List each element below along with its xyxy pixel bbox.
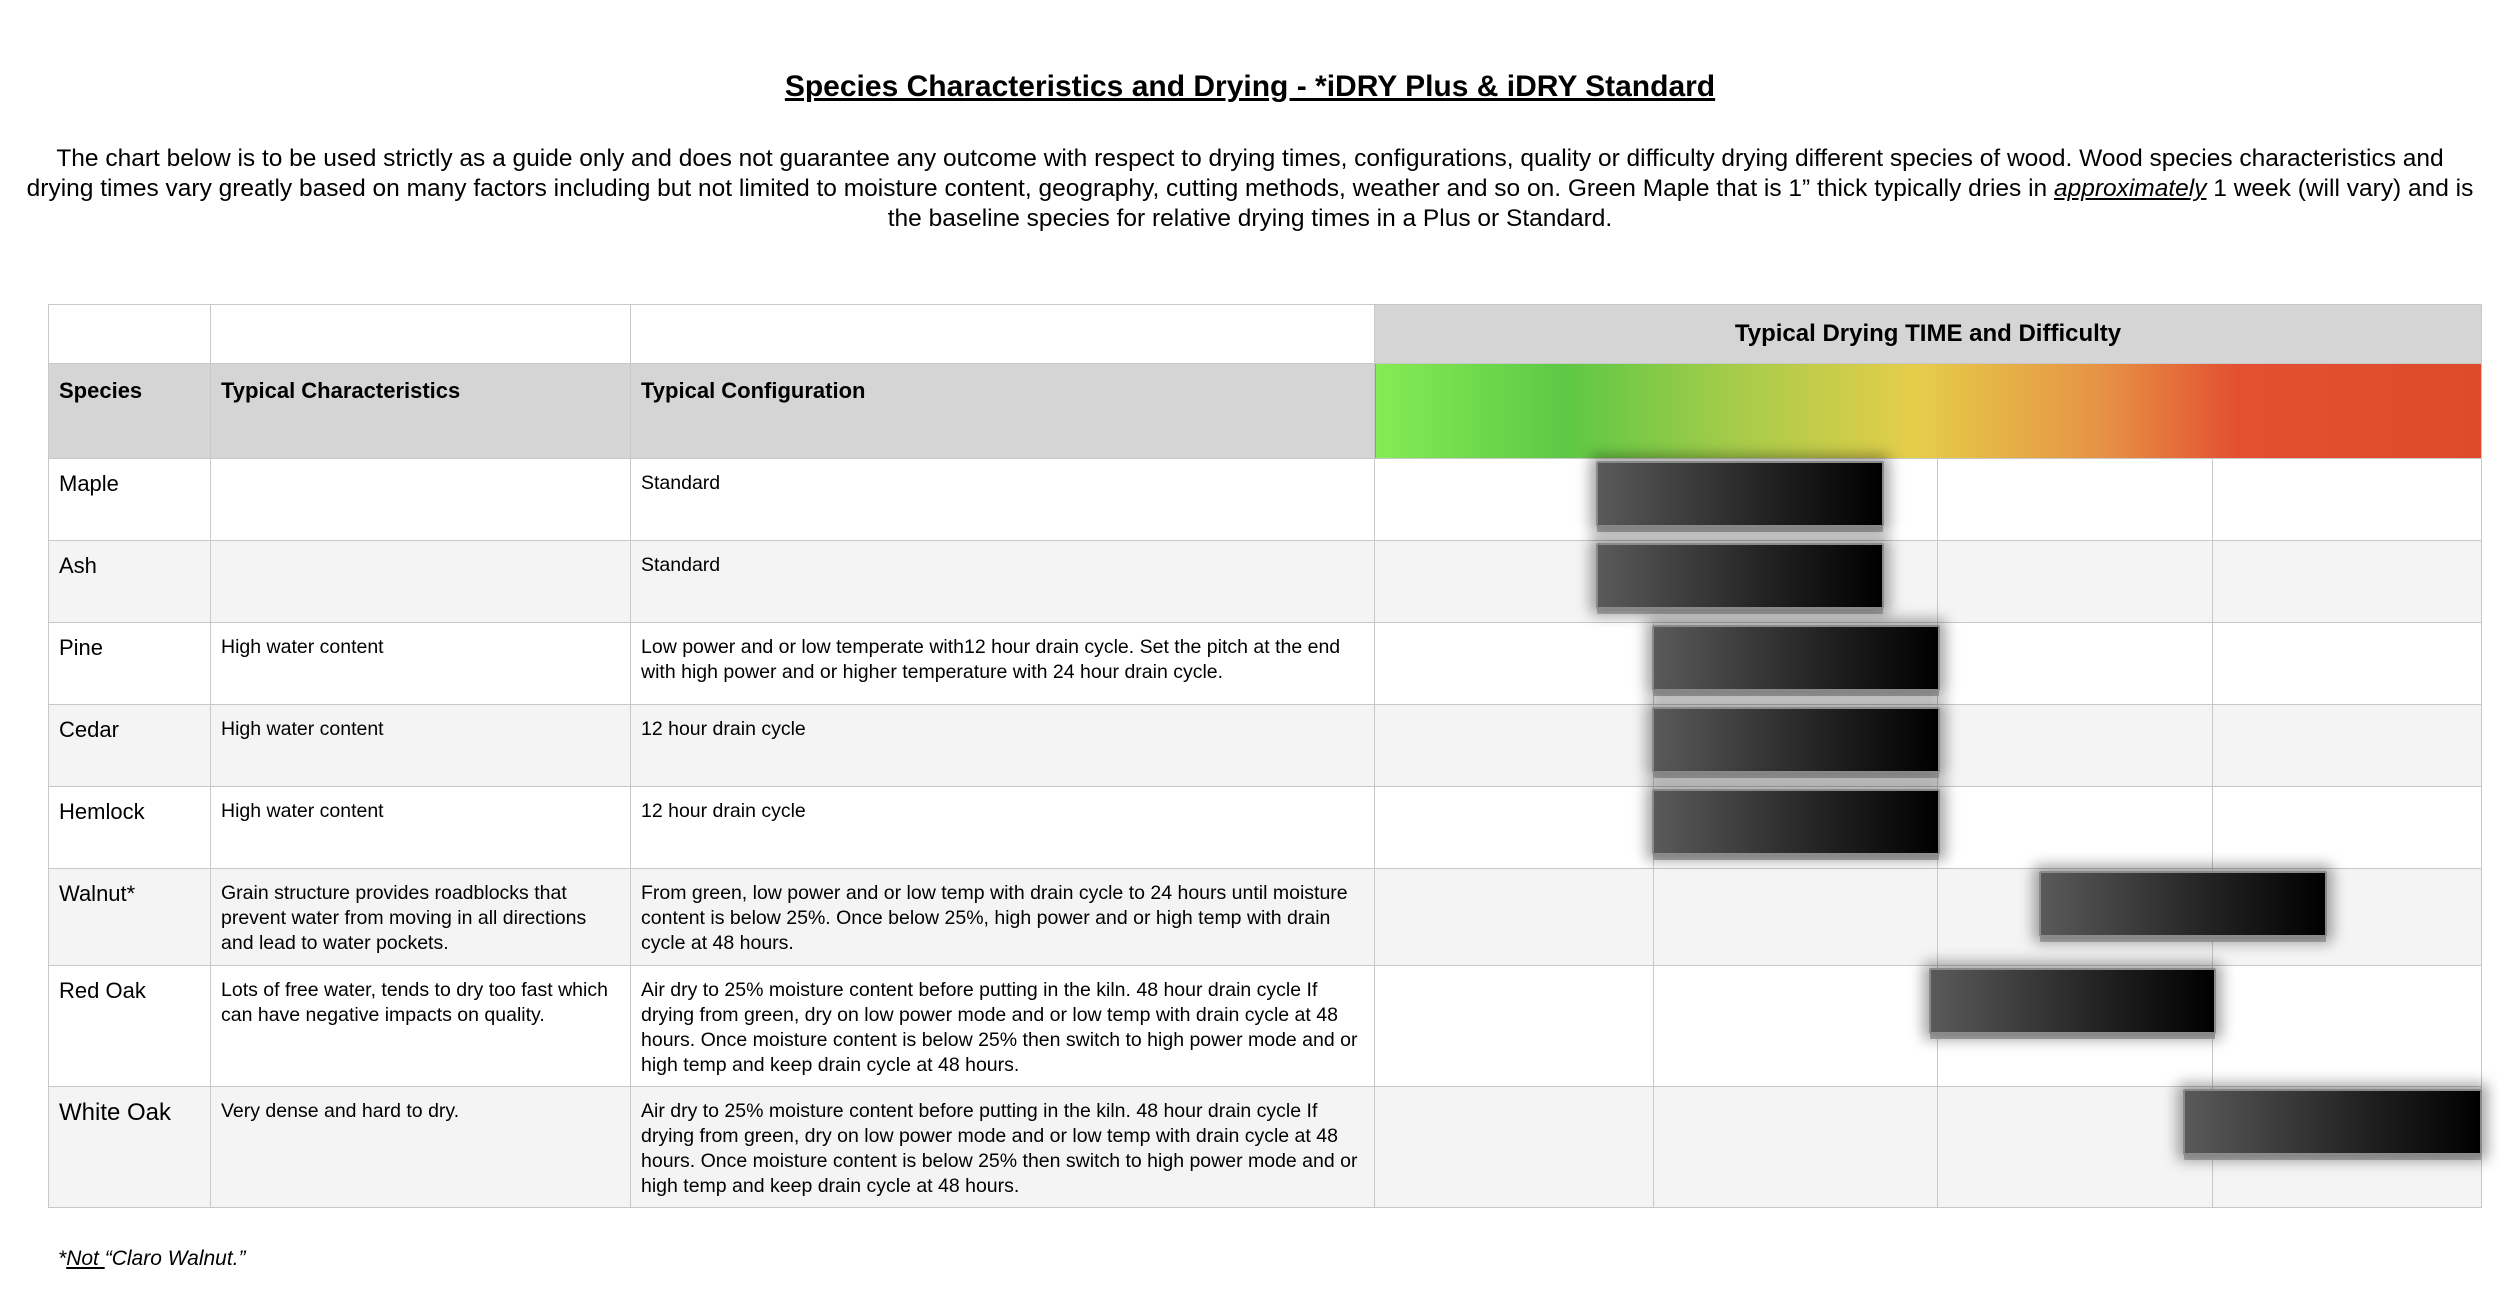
configuration-cell: Standard <box>630 540 1375 623</box>
header-row-columns: Species Typical Characteristics Typical … <box>48 363 2482 459</box>
characteristics-cell <box>210 458 631 541</box>
footnote-star: * <box>58 1247 67 1270</box>
characteristics-column-label: Typical Characteristics <box>221 378 461 403</box>
drying-gridline <box>2212 459 2214 540</box>
drying-time-cell <box>1374 458 2482 541</box>
drying-time-bar <box>1651 625 1940 691</box>
species-cell: Walnut* <box>48 868 211 966</box>
table-row: Pine High water content Low power and or l… <box>48 622 2482 705</box>
drying-time-cell <box>1374 540 2482 623</box>
intro-text-before: The chart below is to be used strictly a… <box>26 145 2444 202</box>
species-cell: Ash <box>48 540 211 623</box>
drying-time-bar <box>2183 1089 2482 1155</box>
table-row: Ash Standard <box>48 540 2482 623</box>
configuration-column-label: Typical Configuration <box>641 378 866 403</box>
characteristics-cell: Very dense and hard to dry. <box>210 1086 631 1208</box>
drying-gridline <box>1936 459 1938 540</box>
table-row: Red Oak Lots of free water, tends to dry … <box>48 965 2482 1087</box>
drying-time-cell <box>1374 786 2482 869</box>
species-column-label: Species <box>59 378 143 403</box>
intro-emphasis: approximately <box>2053 175 2207 202</box>
drying-time-bar <box>1651 789 1940 855</box>
characteristics-cell: High water content <box>210 622 631 705</box>
characteristics-cell: High water content <box>210 704 631 787</box>
configuration-cell: Air dry to 25% moisture content before p… <box>630 1086 1375 1208</box>
species-cell: White Oak <box>48 1086 211 1208</box>
table-row: Hemlock High water content 12 hour drain c… <box>48 786 2482 869</box>
page-title: Species Characteristics and Drying - *iD… <box>784 70 1716 103</box>
configuration-cell: Air dry to 25% moisture content before p… <box>630 965 1375 1087</box>
species-cell: Cedar <box>48 704 211 787</box>
header-row-top: Typical Drying TIME and Difficulty <box>48 304 2482 364</box>
drying-time-bar <box>1596 461 1885 527</box>
drying-gridline <box>1936 869 1938 965</box>
table-row: Walnut* Grain structure provides roadbloc… <box>48 868 2482 966</box>
characteristics-cell: High water content <box>210 786 631 869</box>
drying-time-bar <box>2039 871 2327 937</box>
species-drying-table: Typical Drying TIME and Difficulty Speci… <box>48 304 2482 1208</box>
header-blank-cell <box>210 304 631 364</box>
configuration-cell: Standard <box>630 458 1375 541</box>
table-row: Maple Standard <box>48 458 2482 541</box>
drying-gridline <box>1936 541 1938 622</box>
table-row: White Oak Very dense and hard to dry. Air … <box>48 1086 2482 1208</box>
characteristics-cell <box>210 540 631 623</box>
difficulty-gradient-bar <box>1374 363 2482 459</box>
configuration-cell: 12 hour drain cycle <box>630 704 1375 787</box>
drying-gridline <box>1652 1087 1654 1207</box>
characteristics-cell: Lots of free water, tends to dry too fas… <box>210 965 631 1087</box>
drying-gridline <box>2212 623 2214 704</box>
drying-time-bar <box>1651 707 1940 773</box>
drying-gridline <box>2212 705 2214 786</box>
species-cell: Red Oak <box>48 965 211 1087</box>
configuration-cell: 12 hour drain cycle <box>630 786 1375 869</box>
drying-gridline <box>2212 787 2214 868</box>
configuration-cell: From green, low power and or low temp wi… <box>630 868 1375 966</box>
species-cell: Maple <box>48 458 211 541</box>
drying-time-cell <box>1374 704 2482 787</box>
drying-time-cell <box>1374 965 2482 1087</box>
species-cell: Pine <box>48 622 211 705</box>
drying-gridline <box>1936 1087 1938 1207</box>
footnote: *Not “Claro Walnut.” <box>58 1247 246 1271</box>
header-blank-cell <box>48 304 211 364</box>
intro-paragraph: The chart below is to be used strictly a… <box>24 144 2476 234</box>
species-column-header: Species <box>48 363 211 459</box>
drying-time-cell <box>1374 1086 2482 1208</box>
drying-time-bar <box>1928 968 2217 1034</box>
characteristics-cell: Grain structure provides roadblocks that… <box>210 868 631 966</box>
footnote-text: “Claro Walnut.” <box>104 1247 246 1270</box>
drying-gridline <box>2212 541 2214 622</box>
drying-gridline <box>1652 966 1654 1086</box>
drying-time-bar <box>1596 543 1885 609</box>
configuration-cell: Low power and or low temperate with12 ho… <box>630 622 1375 705</box>
header-blank-cell <box>630 304 1375 364</box>
drying-gridline <box>1652 869 1654 965</box>
species-cell: Hemlock <box>48 786 211 869</box>
configuration-column-header: Typical Configuration <box>630 363 1375 459</box>
drying-time-cell <box>1374 868 2482 966</box>
table-row: Cedar High water content 12 hour drain cyc… <box>48 704 2482 787</box>
footnote-not: Not <box>66 1247 105 1270</box>
drying-time-header: Typical Drying TIME and Difficulty <box>1374 304 2482 364</box>
drying-time-cell <box>1374 622 2482 705</box>
characteristics-column-header: Typical Characteristics <box>210 363 631 459</box>
intro-text-after: 1 week (will vary) and is the baseline s… <box>887 175 2474 232</box>
